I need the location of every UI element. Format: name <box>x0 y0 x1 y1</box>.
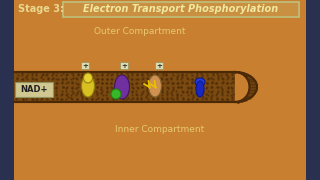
Bar <box>14 72 235 102</box>
Text: Electron Transport Phosphorylation: Electron Transport Phosphorylation <box>83 4 278 14</box>
Text: Stage 3:: Stage 3: <box>18 4 64 14</box>
FancyBboxPatch shape <box>81 62 89 69</box>
Ellipse shape <box>84 73 92 83</box>
Text: +: + <box>82 62 88 69</box>
Text: NAD+: NAD+ <box>20 85 48 94</box>
Bar <box>306 0 320 180</box>
FancyBboxPatch shape <box>15 82 53 97</box>
FancyBboxPatch shape <box>62 1 299 17</box>
Ellipse shape <box>82 75 94 97</box>
Bar <box>14 72 235 102</box>
FancyBboxPatch shape <box>120 62 128 69</box>
Bar <box>0 0 14 180</box>
Ellipse shape <box>196 81 204 97</box>
Ellipse shape <box>195 78 205 86</box>
Text: +: + <box>156 62 162 69</box>
Text: Inner Compartment: Inner Compartment <box>116 125 204 134</box>
FancyBboxPatch shape <box>155 62 163 69</box>
Ellipse shape <box>115 75 130 99</box>
Polygon shape <box>235 72 257 102</box>
Text: +: + <box>121 62 127 69</box>
Ellipse shape <box>148 75 162 97</box>
Ellipse shape <box>111 89 121 99</box>
Text: Outer Compartment: Outer Compartment <box>94 28 186 37</box>
